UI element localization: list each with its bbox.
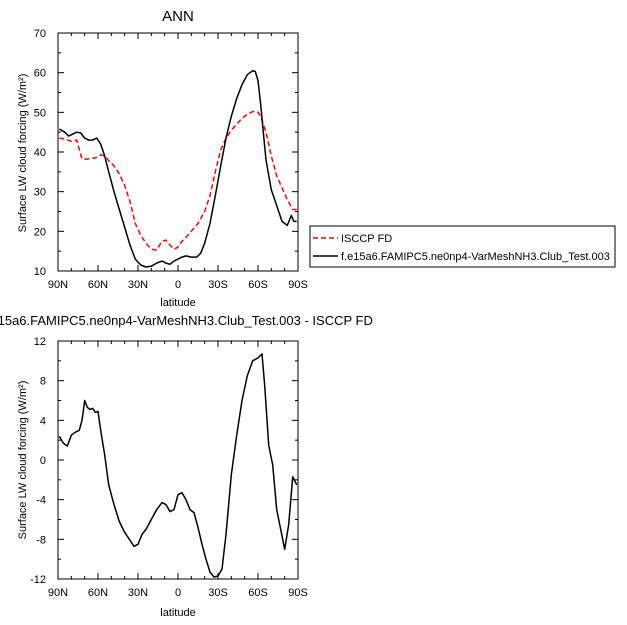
bottom-chart-lines xyxy=(58,353,298,578)
y-tick-label: 20 xyxy=(34,226,46,238)
x-tick-label: 30S xyxy=(208,279,228,291)
legend-box xyxy=(309,225,616,268)
top-chart-ylabel: Surface LW cloud forcing (W/m²) xyxy=(17,74,29,233)
y-tick-label: 10 xyxy=(34,266,46,278)
series-line-0 xyxy=(59,110,297,251)
series-line-0 xyxy=(58,353,298,578)
y-tick-label: 70 xyxy=(34,28,46,40)
x-tick-label: 0 xyxy=(175,279,181,291)
series-line-1 xyxy=(58,69,297,268)
top-chart-ticks: 90N 60N 30N 0 30S 60S 90S 10 20 30 40 50 60 70 xyxy=(34,28,308,291)
y-tick-label: 8 xyxy=(40,376,46,388)
x-tick-label: 60S xyxy=(248,587,268,599)
x-tick-label: 30N xyxy=(128,587,148,599)
y-tick-label: 40 xyxy=(34,147,46,159)
bottom-chart-xlabel: latitude xyxy=(160,607,195,619)
bottom-chart-ylabel: Surface LW cloud forcing (W/m²) xyxy=(17,381,29,540)
y-tick-label: 12 xyxy=(34,336,46,348)
bottom-chart-title: f.e15a6.FAMIPC5.ne0np4-VarMeshNH3.Club_T… xyxy=(0,313,373,328)
x-tick-label: 60N xyxy=(88,587,108,599)
top-chart: ANN Surface LW cloud forcing (W/m²) lati… xyxy=(17,8,308,309)
x-tick-label: 0 xyxy=(175,587,181,599)
y-tick-label: 50 xyxy=(34,107,46,119)
x-tick-label: 60N xyxy=(88,279,108,291)
bottom-chart-ticks: 90N 60N 30N 0 30S 60S 90S -12 -8 -4 0 4 8 12 xyxy=(30,336,308,599)
x-tick-label: 60S xyxy=(248,279,268,291)
y-tick-label: -12 xyxy=(30,574,46,586)
x-tick-label: 90N xyxy=(48,279,68,291)
bottom-chart: f.e15a6.FAMIPC5.ne0np4-VarMeshNH3.Club_T… xyxy=(0,313,373,619)
y-tick-label: 60 xyxy=(34,68,46,80)
top-chart-xlabel: latitude xyxy=(160,297,195,309)
top-chart-frame xyxy=(57,32,299,272)
y-tick-label: 30 xyxy=(34,187,46,199)
y-tick-label: -4 xyxy=(36,495,46,507)
y-tick-label: -8 xyxy=(36,534,46,546)
bottom-chart-frame xyxy=(57,340,299,580)
top-chart-lines xyxy=(58,69,297,268)
x-tick-label: 90S xyxy=(288,587,308,599)
x-tick-label: 90S xyxy=(288,279,308,291)
legend-label-isccp: ISCCP FD xyxy=(341,233,392,245)
legend-label-model: f.e15a6.FAMIPC5.ne0np4-VarMeshNH3.Club_T… xyxy=(341,251,610,263)
y-tick-label: 0 xyxy=(40,455,46,467)
x-tick-label: 30S xyxy=(208,587,228,599)
legend: ISCCP FD f.e15a6.FAMIPC5.ne0np4-VarMeshN… xyxy=(309,225,616,268)
top-chart-title: ANN xyxy=(162,8,194,25)
y-tick-label: 4 xyxy=(40,415,46,427)
x-tick-label: 90N xyxy=(48,587,68,599)
x-tick-label: 30N xyxy=(128,279,148,291)
